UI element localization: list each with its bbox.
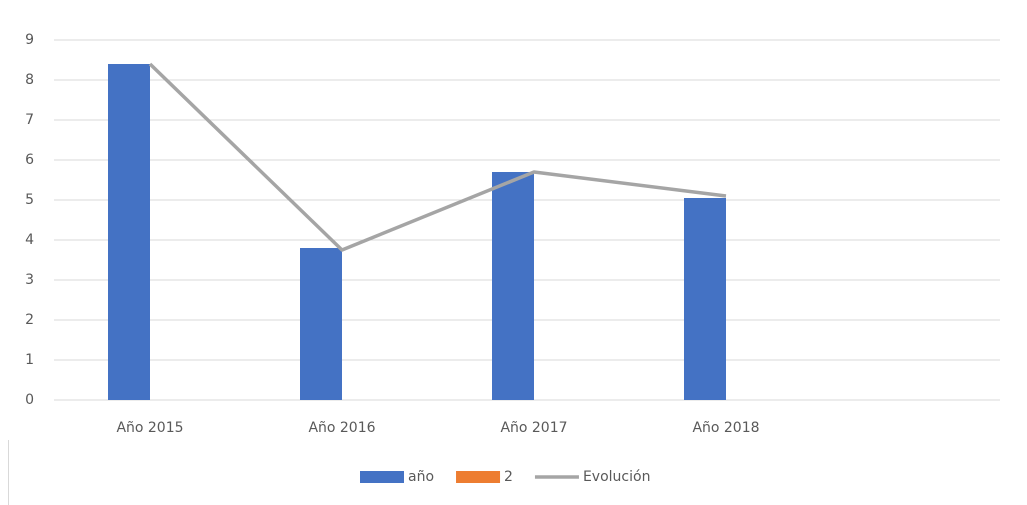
x-tick-label: Año 2018: [692, 420, 759, 436]
y-tick-label: 7: [25, 112, 34, 128]
legend-label: 2: [504, 469, 513, 485]
y-tick-label: 2: [25, 312, 34, 328]
bar: [108, 64, 150, 400]
x-tick-label: Año 2017: [500, 420, 567, 436]
y-tick-label: 6: [25, 152, 34, 168]
line: [148, 62, 727, 252]
legend-swatch: [360, 471, 404, 483]
y-tick-label: 3: [25, 272, 34, 288]
legend-label: año: [408, 469, 434, 485]
y-tick-label: 5: [25, 192, 34, 208]
legend-label: Evolución: [583, 469, 650, 485]
y-tick-label: 8: [25, 72, 34, 88]
y-tick-label: 1: [25, 352, 34, 368]
y-tick-label: 9: [25, 32, 34, 48]
x-tick-label: Año 2016: [308, 420, 375, 436]
bar: [684, 198, 726, 400]
x-tick-label: Año 2015: [116, 420, 183, 436]
y-tick-label: 4: [25, 232, 34, 248]
bar: [492, 172, 534, 400]
bar: [300, 248, 342, 400]
y-tick-label: 0: [25, 392, 34, 408]
legend-swatch: [456, 471, 501, 483]
